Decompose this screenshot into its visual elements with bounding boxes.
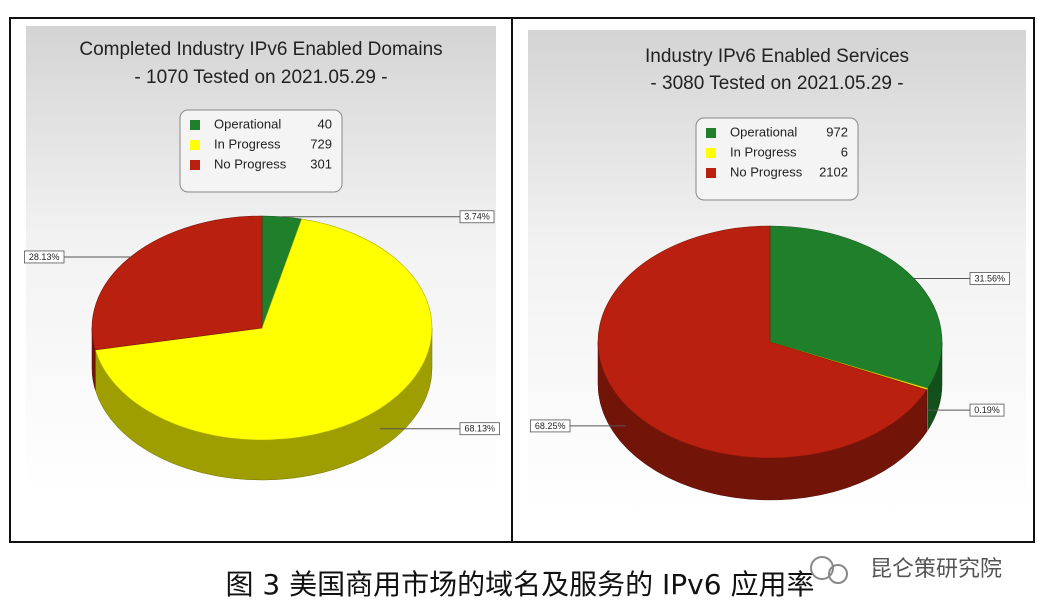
- value-label: 3.74%: [464, 212, 490, 222]
- value-label: 31.56%: [975, 273, 1006, 283]
- legend-count: 301: [310, 156, 332, 171]
- chart-subtitle: - 1070 Tested on 2021.05.29 -: [134, 67, 387, 88]
- legend-label: No Progress: [730, 164, 803, 179]
- pie-slice: [94, 218, 433, 441]
- watermark: 昆仑策研究院: [870, 557, 1002, 582]
- value-label: 68.25%: [535, 421, 566, 431]
- value-label: 0.19%: [974, 405, 1000, 415]
- chart-title: Completed Industry IPv6 Enabled Domains: [79, 39, 442, 60]
- legend-label: No Progress: [214, 156, 287, 171]
- legend-count: 729: [310, 136, 332, 151]
- value-label: 28.13%: [29, 252, 60, 262]
- legend-swatch: [190, 160, 200, 170]
- watermark-icon: [810, 556, 848, 584]
- legend-count: 40: [318, 116, 332, 131]
- legend-count: 2102: [819, 164, 848, 179]
- legend-swatch: [190, 120, 200, 130]
- legend-label: Operational: [730, 124, 797, 139]
- label-box: [530, 419, 571, 433]
- legend-label: In Progress: [730, 144, 797, 159]
- legend-swatch: [706, 128, 716, 138]
- label-box: [459, 210, 495, 224]
- legend-box: [695, 117, 859, 201]
- legend-count: 6: [841, 144, 848, 159]
- legend-count: 972: [826, 124, 848, 139]
- caption: 图 3 美国商用市场的域名及服务的 IPv6 应用率: [226, 568, 815, 601]
- label-box: [459, 422, 500, 436]
- label-box: [969, 403, 1005, 417]
- legend-swatch: [706, 168, 716, 178]
- label-box: [969, 272, 1010, 285]
- chart-subtitle: - 3080 Tested on 2021.05.29 -: [650, 73, 903, 94]
- legend-label: In Progress: [214, 136, 281, 151]
- legend-label: Operational: [214, 116, 281, 131]
- legend-swatch: [706, 148, 716, 158]
- chart-title: Industry IPv6 Enabled Services: [645, 46, 909, 67]
- value-label: 68.13%: [465, 424, 496, 434]
- pie-slice: [769, 225, 943, 389]
- legend-box: [179, 109, 343, 193]
- pie-slice: [597, 225, 928, 459]
- label-box: [23, 250, 65, 264]
- legend-swatch: [190, 140, 200, 150]
